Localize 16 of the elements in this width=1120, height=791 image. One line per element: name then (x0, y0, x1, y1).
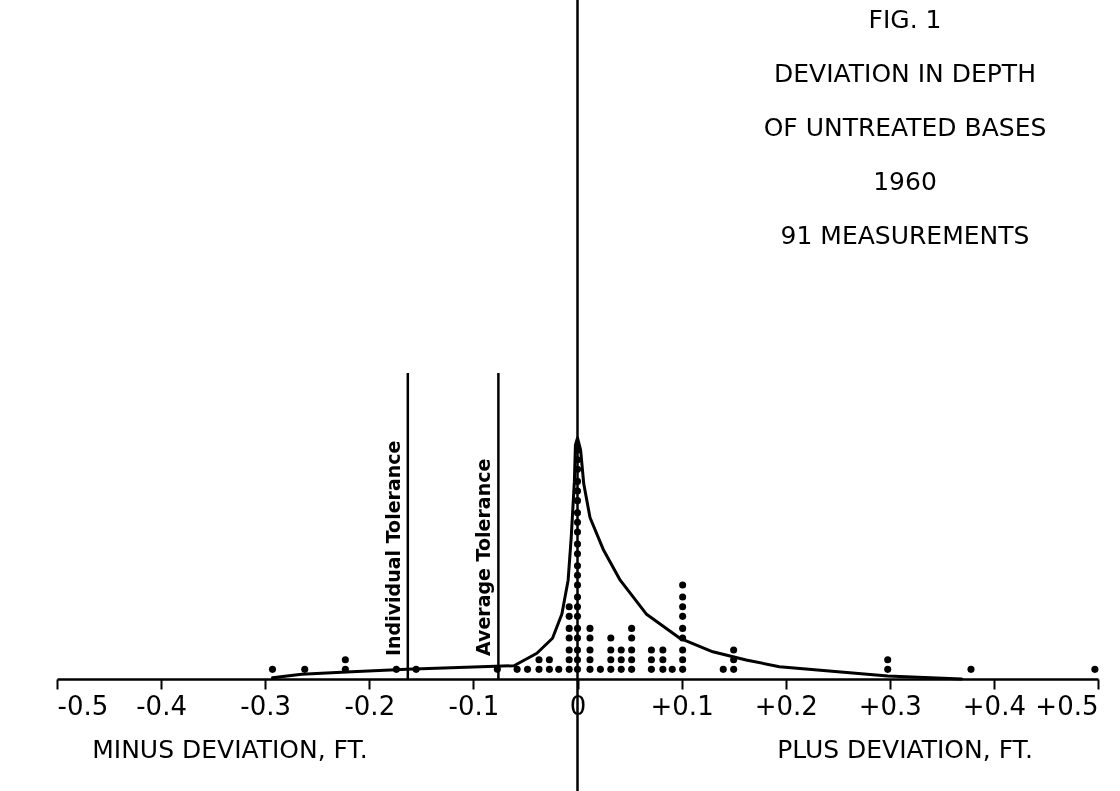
chart-title: FIG. 1 (868, 5, 942, 34)
x-tick-label: -0.4 (136, 690, 187, 721)
x-tick-label: -0.5 (57, 690, 109, 721)
x-tick-label: +0.3 (858, 690, 922, 721)
ref-line-label: Average Tolerance (472, 458, 495, 656)
x-tick-label: +0.2 (754, 690, 818, 721)
x-tick-label: -0.1 (448, 690, 500, 721)
ref-line-label: Individual Tolerance (381, 440, 404, 656)
x-tick-label: -0.2 (344, 690, 396, 721)
text: MINUS DEVIATION, FT. (92, 735, 368, 764)
x-tick-label: -0.3 (240, 690, 292, 721)
chart-subtitle: DEVIATION IN DEPTH OF UNTREATED BASES 1960 91 MEASUREMENTS (763, 59, 1047, 250)
x-tick-label: +0.4 (962, 690, 1026, 721)
x-tick-label: +0.5 (1035, 690, 1099, 721)
x-tick-label: +0.1 (650, 690, 714, 721)
text: PLUS DEVIATION, FT. (777, 735, 1033, 764)
